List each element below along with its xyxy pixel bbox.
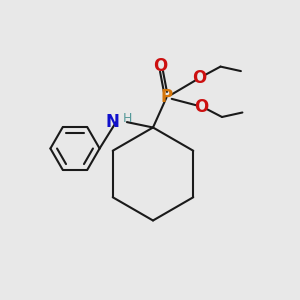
Text: P: P (160, 88, 172, 106)
Text: H: H (123, 112, 132, 125)
Text: N: N (105, 113, 119, 131)
Text: O: O (194, 98, 208, 116)
Text: O: O (192, 69, 207, 87)
Text: O: O (153, 57, 168, 75)
